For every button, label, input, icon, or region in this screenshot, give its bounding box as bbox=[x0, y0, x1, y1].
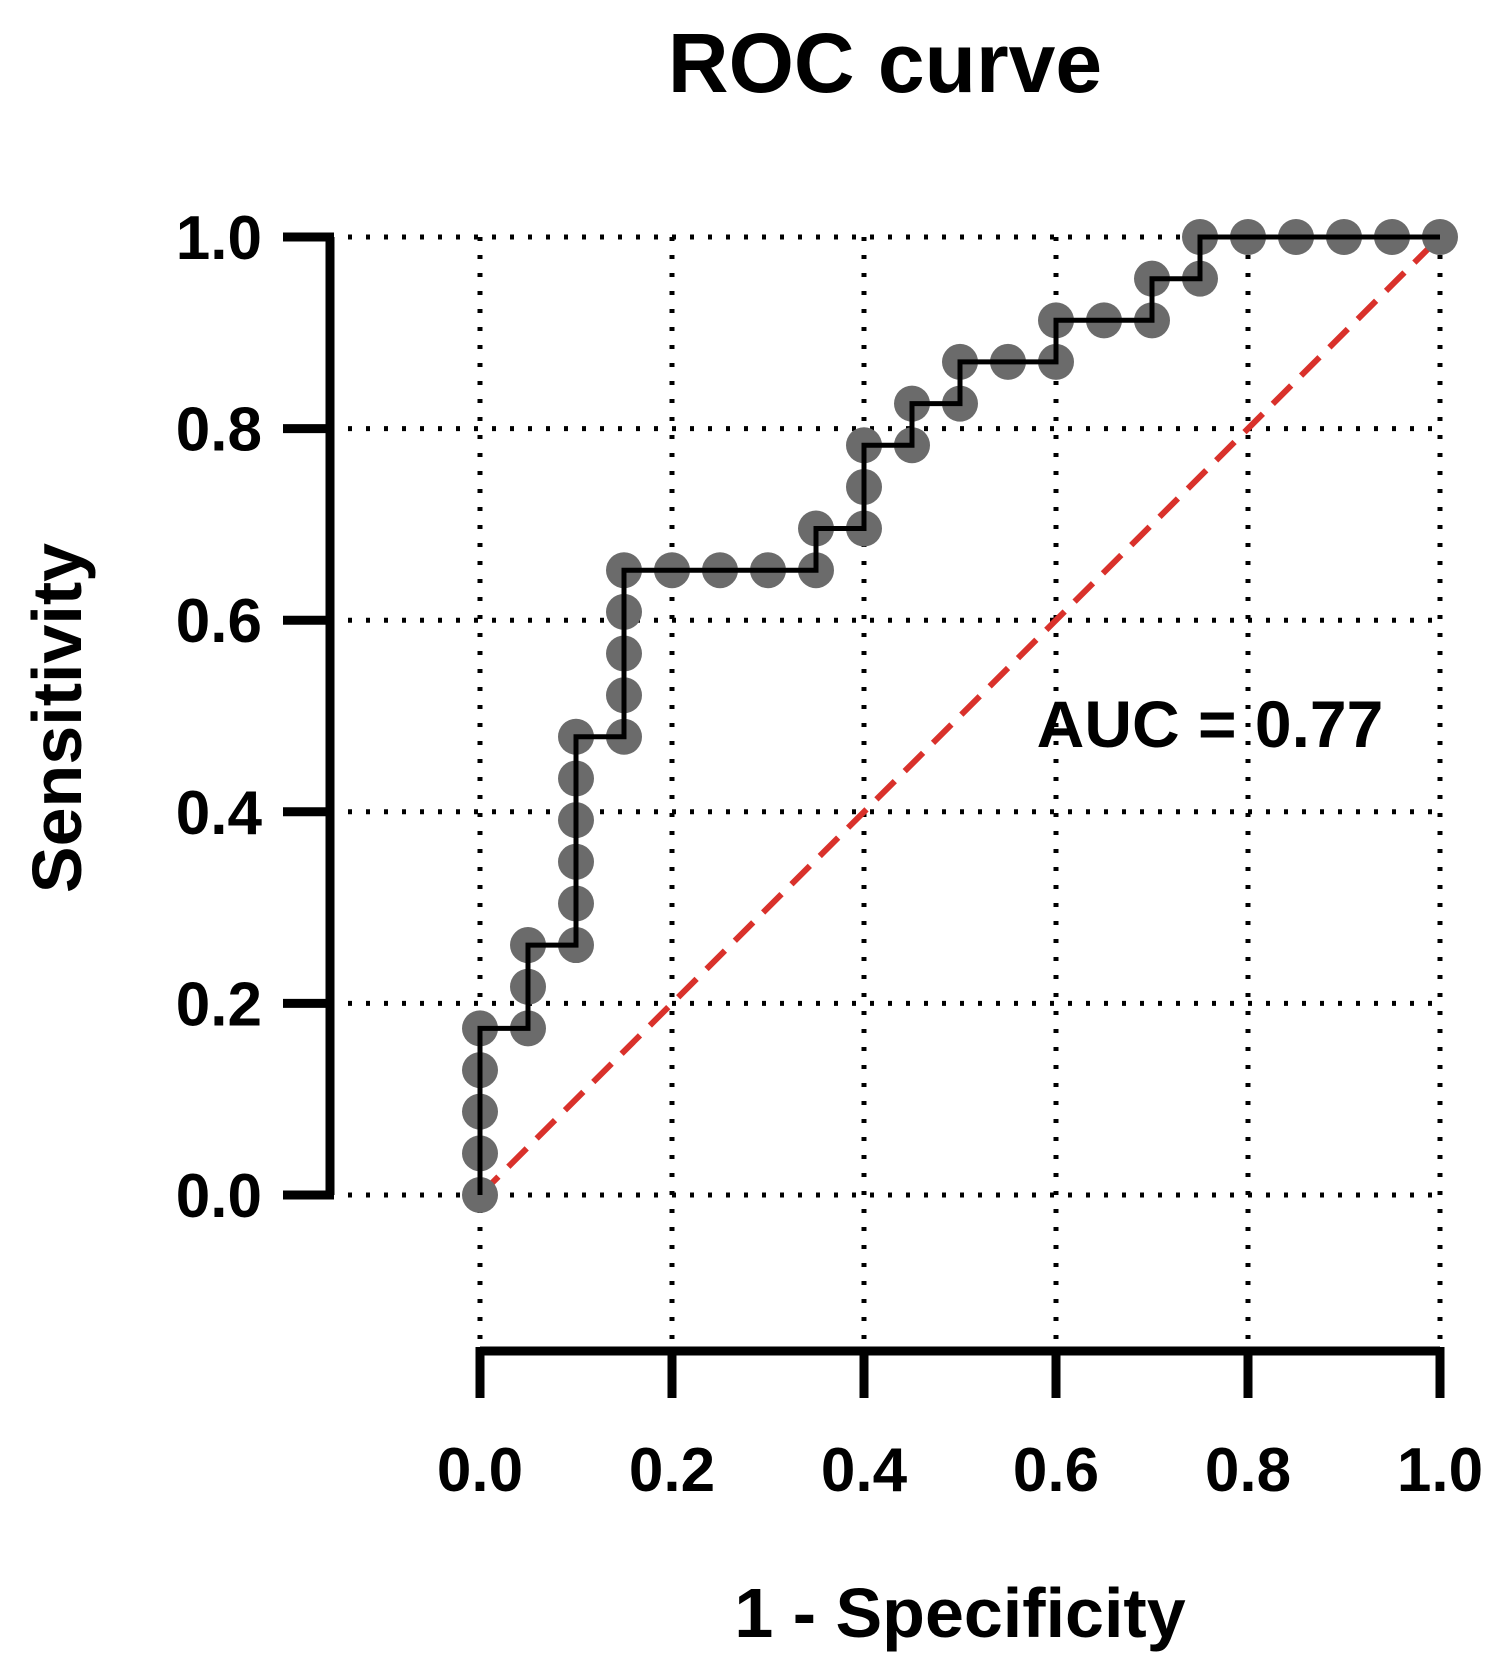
y-tick-label-0: 0.0 bbox=[176, 1162, 262, 1231]
roc-step-line bbox=[477, 234, 1440, 1195]
x-tick-label-2: 0.4 bbox=[821, 1436, 908, 1505]
x-tick-labels: 0.0 0.2 0.4 0.6 0.8 1.0 bbox=[437, 1436, 1483, 1505]
x-tick-label-1: 0.2 bbox=[629, 1436, 715, 1505]
axes bbox=[283, 232, 1445, 1398]
x-tick-label-4: 0.8 bbox=[1205, 1436, 1291, 1505]
y-tick-labels: 0.0 0.2 0.4 0.6 0.8 1.0 bbox=[176, 204, 263, 1231]
chart-title: ROC curve bbox=[668, 16, 1102, 110]
x-axis-title: 1 - Specificity bbox=[734, 1574, 1185, 1652]
reference-line bbox=[477, 234, 1443, 1198]
x-tick-label-5: 1.0 bbox=[1397, 1436, 1483, 1505]
x-tick-label-3: 0.6 bbox=[1013, 1436, 1099, 1505]
y-tick-label-4: 0.8 bbox=[176, 396, 262, 465]
y-tick-label-1: 0.2 bbox=[176, 970, 262, 1039]
roc-curve bbox=[477, 234, 1440, 1195]
x-tick-label-0: 0.0 bbox=[437, 1436, 523, 1505]
reference-diagonal bbox=[477, 234, 1443, 1198]
y-tick-label-2: 0.4 bbox=[176, 779, 263, 848]
auc-annotation: AUC = 0.77 bbox=[1037, 687, 1384, 761]
y-axis-title: Sensitivity bbox=[18, 543, 96, 893]
y-tick-label-3: 0.6 bbox=[176, 587, 262, 656]
y-tick-label-5: 1.0 bbox=[176, 204, 262, 273]
